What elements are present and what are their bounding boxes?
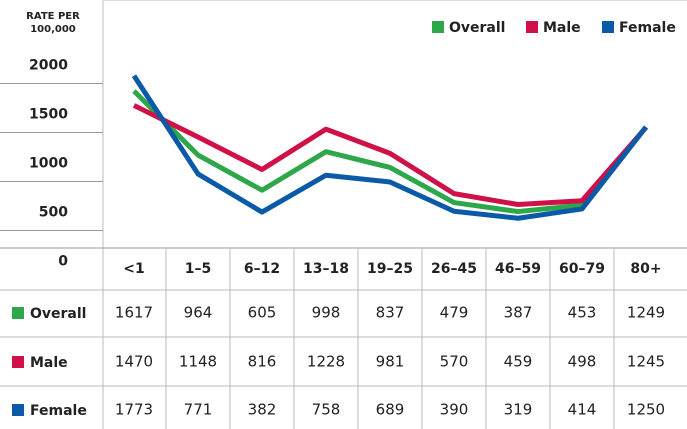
table-value: 1617 xyxy=(115,304,153,322)
table-value: 459 xyxy=(504,353,533,371)
series-line xyxy=(132,103,648,208)
table-value: 1245 xyxy=(627,353,665,371)
y-axis-label: RATE PER 100,000 xyxy=(26,11,80,35)
table-value: 1470 xyxy=(115,353,153,371)
table-value: 387 xyxy=(504,304,533,322)
x-tick-label: 19–25 xyxy=(367,261,413,277)
x-tick-label: 13–18 xyxy=(303,261,349,277)
table-value: 1249 xyxy=(627,304,665,322)
table-value: 605 xyxy=(248,304,277,322)
series-line xyxy=(131,74,648,221)
row-swatch xyxy=(12,307,24,319)
x-tick-label: 60–79 xyxy=(559,261,605,277)
row-swatch xyxy=(12,356,24,368)
table-value: 758 xyxy=(312,401,341,419)
table-value: 1148 xyxy=(179,353,217,371)
table-value: 964 xyxy=(184,304,213,322)
legend-swatch xyxy=(526,21,538,33)
table-value: 837 xyxy=(376,304,405,322)
table-value: 390 xyxy=(440,401,469,419)
legend-label: Female xyxy=(619,20,676,36)
legend-swatch xyxy=(432,21,444,33)
table-value: 498 xyxy=(568,353,597,371)
table-value: 981 xyxy=(376,353,405,371)
x-tick-label: 46–59 xyxy=(495,261,541,277)
x-tick-label: 26–45 xyxy=(431,261,477,277)
x-tick-label: 1–5 xyxy=(185,261,211,277)
legend-swatch xyxy=(602,21,614,33)
table-value: 771 xyxy=(184,401,213,419)
y-tick-label: 1000 xyxy=(29,156,68,172)
table-value: 1773 xyxy=(115,401,153,419)
y-tick-label: 500 xyxy=(39,205,68,221)
y-tick-label: 1500 xyxy=(29,107,68,123)
y-tick-label: 2000 xyxy=(29,58,68,74)
x-tick-label: <1 xyxy=(123,261,144,277)
table-value: 319 xyxy=(504,401,533,419)
x-tick-label: 80+ xyxy=(630,261,661,277)
table-value: 414 xyxy=(568,401,597,419)
row-label: Male xyxy=(30,355,68,371)
series-line xyxy=(132,89,648,215)
table-value: 998 xyxy=(312,304,341,322)
table-value: 479 xyxy=(440,304,469,322)
table-value: 816 xyxy=(248,353,277,371)
table-value: 453 xyxy=(568,304,597,322)
x-tick-label: 6–12 xyxy=(244,261,280,277)
table-value: 689 xyxy=(376,401,405,419)
table-value: 570 xyxy=(440,353,469,371)
table-value: 382 xyxy=(248,401,277,419)
row-swatch xyxy=(12,404,24,416)
legend-label: Male xyxy=(543,20,581,36)
y-tick-label: 0 xyxy=(58,254,68,270)
table-value: 1250 xyxy=(627,401,665,419)
row-label: Overall xyxy=(30,306,86,322)
table-value: 1228 xyxy=(307,353,345,371)
legend-label: Overall xyxy=(449,20,505,36)
row-label: Female xyxy=(30,403,87,419)
